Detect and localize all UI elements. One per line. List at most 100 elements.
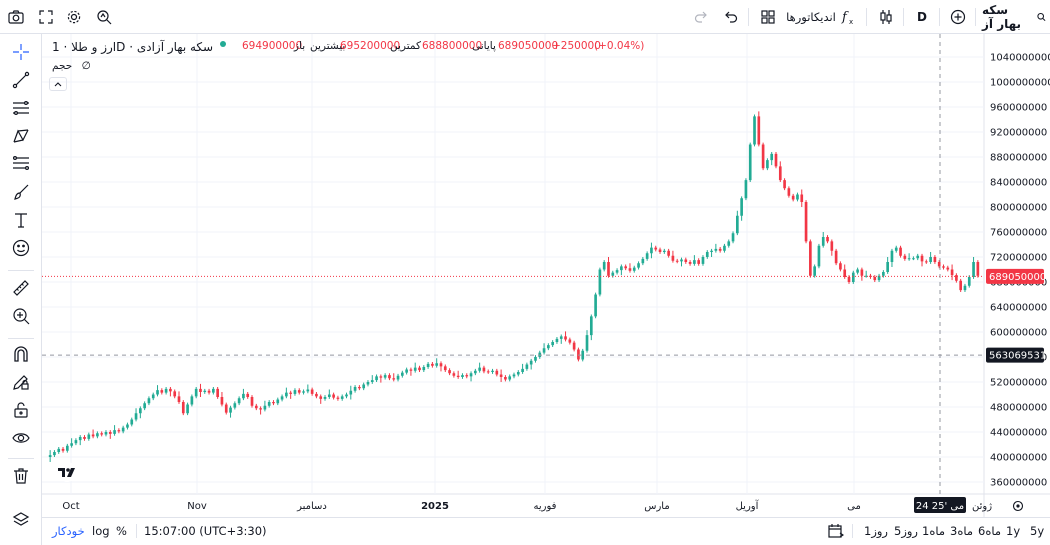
collapse-legend-button[interactable] (49, 77, 67, 91)
candle (349, 385, 353, 400)
pattern-icon[interactable] (6, 122, 36, 150)
candle (134, 408, 138, 422)
range-button[interactable]: 1روز (864, 524, 888, 538)
candle-body (388, 375, 391, 379)
range-button[interactable]: 1ماه (922, 524, 946, 538)
candle-body (199, 388, 202, 392)
candle-body (349, 390, 353, 395)
log-scale-button[interactable]: log (92, 524, 110, 538)
unlock-icon[interactable] (6, 396, 36, 424)
candle-body (817, 245, 821, 267)
range-button[interactable]: 3ماه (950, 524, 974, 538)
candle (589, 314, 593, 341)
candle-body (705, 252, 709, 257)
candle (521, 363, 524, 374)
undo-icon[interactable] (720, 4, 742, 30)
candle (748, 142, 752, 182)
candle (456, 370, 460, 379)
candle (834, 248, 838, 266)
candle-body (134, 413, 138, 420)
fullscreen-icon[interactable] (36, 4, 56, 30)
axis-settings-gear-icon[interactable] (1012, 500, 1024, 512)
x-tick-label: آوریل (736, 499, 760, 512)
candle (413, 362, 417, 373)
candle (96, 431, 99, 439)
candle (164, 387, 168, 395)
legend-change: +250000 (552, 40, 601, 52)
candle-body (48, 455, 52, 457)
candle-body (658, 249, 662, 252)
candle (564, 331, 567, 342)
date-range-calendar-icon[interactable] (828, 523, 845, 542)
quick-search-icon[interactable] (94, 4, 114, 30)
candles-icon[interactable] (874, 4, 898, 30)
candle-body (104, 432, 108, 435)
candle (688, 260, 692, 266)
range-button[interactable]: 5روز (894, 524, 918, 538)
candle-body (272, 402, 275, 404)
range-button[interactable]: 1y (1006, 524, 1021, 538)
candle-body (194, 388, 198, 397)
chevron-up-icon (54, 81, 62, 86)
candle (920, 253, 924, 267)
candle (585, 330, 589, 353)
gear-icon[interactable] (64, 4, 84, 30)
lock-drawing-pencil-icon[interactable] (6, 368, 36, 396)
zoom-in-icon[interactable] (6, 302, 36, 330)
trend-line-icon[interactable] (6, 66, 36, 94)
price-chart[interactable]: 1040000000 1000000000 960000000 920000000 88… (42, 34, 1050, 517)
candle-body (375, 376, 378, 381)
bottom-toolbar: خودکار log % 15:07:00 (UTC+3:30) 5y 1y 6ما… (42, 517, 1050, 545)
redo-icon[interactable] (690, 4, 712, 30)
candle-body (474, 370, 477, 374)
auto-scale-button[interactable]: خودکار (52, 524, 85, 538)
range-button[interactable]: 6ماه (978, 524, 1002, 538)
magnet-icon[interactable] (6, 340, 36, 368)
object-tree-layers-icon[interactable] (6, 506, 36, 534)
candle-body (332, 394, 335, 398)
candle (826, 235, 829, 244)
crosshair-icon[interactable] (6, 38, 36, 66)
candle-body (456, 375, 460, 377)
candle-body (882, 272, 885, 276)
candle (929, 252, 932, 264)
candle-body (937, 262, 941, 267)
legend-title[interactable]: ارز و طلا · 1D · سکه بهار آزادی (52, 40, 214, 54)
indicators-label[interactable]: اندیکاتورها (786, 10, 836, 24)
brush-icon[interactable] (6, 178, 36, 206)
emoji-icon[interactable] (6, 234, 36, 262)
candle-body (259, 408, 262, 410)
candle (310, 387, 314, 396)
candle (276, 397, 280, 406)
layout-grid-icon[interactable] (757, 4, 779, 30)
candle-body (929, 257, 932, 262)
eye-icon[interactable] (6, 424, 36, 452)
trash-icon[interactable] (6, 462, 36, 490)
clock-timezone[interactable]: 15:07:00 (UTC+3:30) (144, 524, 267, 538)
interval-button[interactable]: D (917, 10, 927, 24)
fib-retracement-icon[interactable] (6, 150, 36, 178)
legend-high-value: 695200000 (340, 40, 401, 52)
candle (641, 257, 645, 266)
x-tick-label: ژوئن (972, 501, 992, 512)
candle (894, 245, 898, 253)
volume-label: حجم (52, 60, 73, 72)
candle (388, 373, 391, 381)
candle (770, 152, 774, 166)
ruler-icon[interactable] (6, 274, 36, 302)
compare-add-icon[interactable] (947, 4, 969, 30)
symbol-search[interactable]: سکه بهار آز (982, 3, 1046, 31)
candle (607, 257, 610, 278)
candle-body (495, 370, 499, 375)
percent-scale-button[interactable]: % (116, 524, 127, 538)
candle-body (723, 245, 726, 251)
range-button[interactable]: 5y (1030, 524, 1045, 538)
camera-icon[interactable] (6, 4, 26, 30)
horizontal-lines-icon[interactable] (6, 94, 36, 122)
candle (53, 450, 56, 457)
candle-body (791, 195, 795, 200)
candle-body (907, 258, 911, 260)
text-tool-icon[interactable] (6, 206, 36, 234)
candle (246, 392, 250, 399)
